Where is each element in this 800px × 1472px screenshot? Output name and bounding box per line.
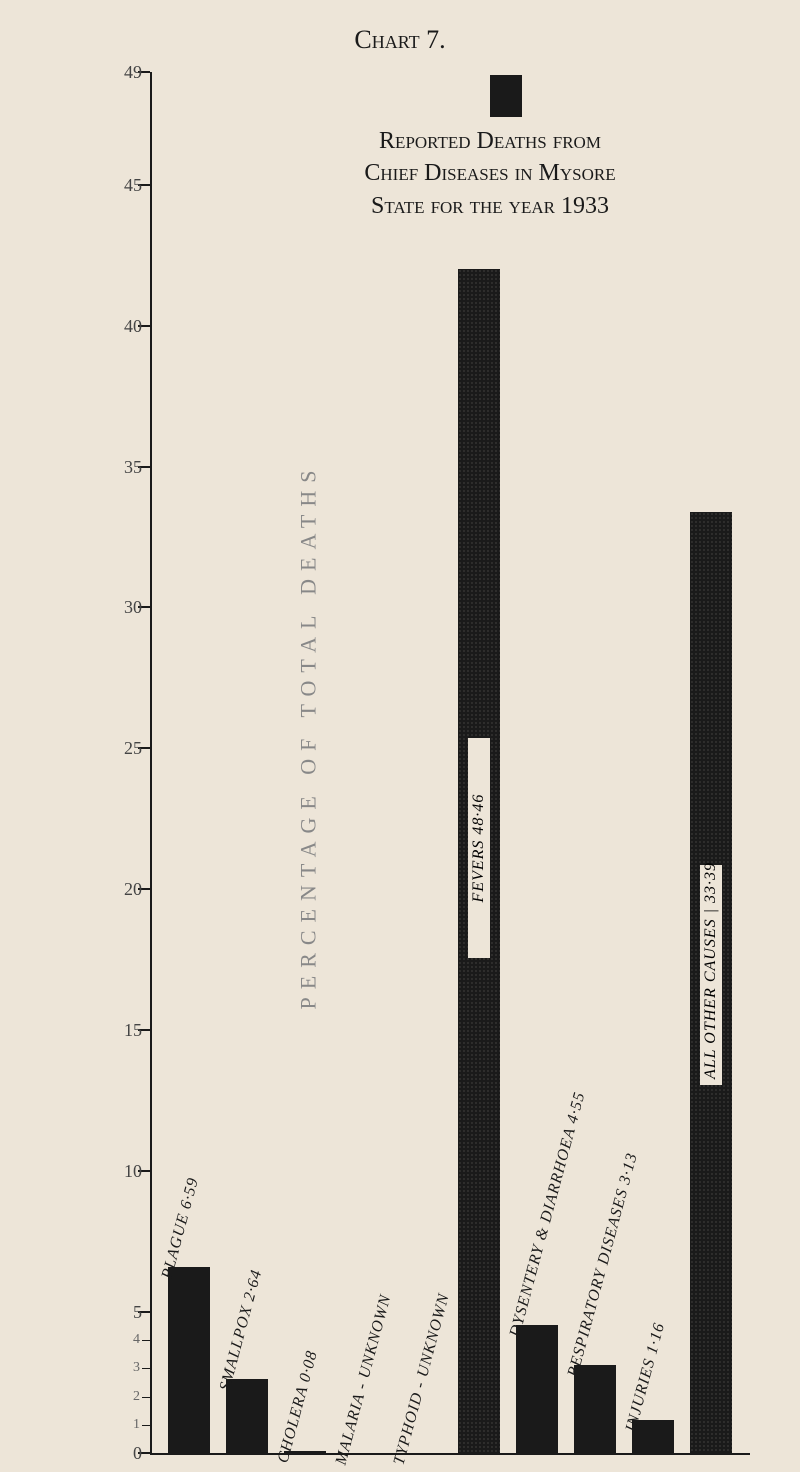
y-tick-label: 20: [92, 879, 142, 900]
y-tick-label: 15: [92, 1020, 142, 1041]
x-axis-line: [150, 1453, 750, 1455]
bar-inset-label: FEVERS 48·46: [468, 738, 490, 958]
bar-label: CHOLERA 0·08: [275, 1348, 322, 1464]
subtitle-line: State for the year 1933: [371, 193, 609, 219]
y-tick-label: 0: [92, 1443, 142, 1464]
y-tick-label: 40: [92, 316, 142, 337]
bar-label: TYPHOID - UNKNOWN: [391, 1291, 454, 1467]
subtitle-line: Reported Deaths from: [379, 128, 601, 154]
y-minor-tick: [142, 1397, 150, 1398]
y-tick-label: 5: [92, 1302, 142, 1323]
y-minor-tick-label: 2: [122, 1389, 140, 1405]
y-tick-label: 45: [92, 175, 142, 196]
y-minor-tick-label: 1: [122, 1417, 140, 1433]
bar-label: RESPIRATORY DISEASES 3·13: [565, 1151, 642, 1379]
bar: [516, 1325, 558, 1453]
bar-label: PLAGUE 6·59: [159, 1176, 203, 1281]
y-minor-tick: [142, 1340, 150, 1341]
bar-inset-label: ALL OTHER CAUSES | 33·39: [700, 865, 722, 1085]
bar-label: DYSENTERY & DIARRHOEA 4·55: [507, 1090, 590, 1339]
y-minor-tick-label: 4: [122, 1332, 140, 1348]
y-tick-label: 49: [92, 62, 142, 83]
y-minor-tick-label: 3: [122, 1360, 140, 1376]
bar-label: INJURIES 1·16: [623, 1321, 670, 1434]
subtitle-line: Chief Diseases in Mysore: [364, 160, 615, 186]
y-tick-label: 25: [92, 738, 142, 759]
bar-label: SMALLPOX 2·64: [217, 1267, 267, 1392]
y-tick-label: 10: [92, 1161, 142, 1182]
y-axis-line: [150, 72, 152, 1455]
chart-subtitle: Reported Deaths from Chief Diseases in M…: [250, 125, 730, 222]
title-decoration-block: [490, 75, 522, 117]
bar-label: MALARIA - UNKNOWN: [333, 1293, 396, 1467]
y-tick-label: 35: [92, 457, 142, 478]
y-minor-tick: [142, 1425, 150, 1426]
y-minor-tick: [142, 1368, 150, 1369]
chart-title: Chart 7.: [354, 25, 445, 55]
bar: [168, 1267, 210, 1453]
y-tick-label: 30: [92, 597, 142, 618]
y-axis-label: PERCENTAGE OF TOTAL DEATHS: [295, 463, 321, 1010]
